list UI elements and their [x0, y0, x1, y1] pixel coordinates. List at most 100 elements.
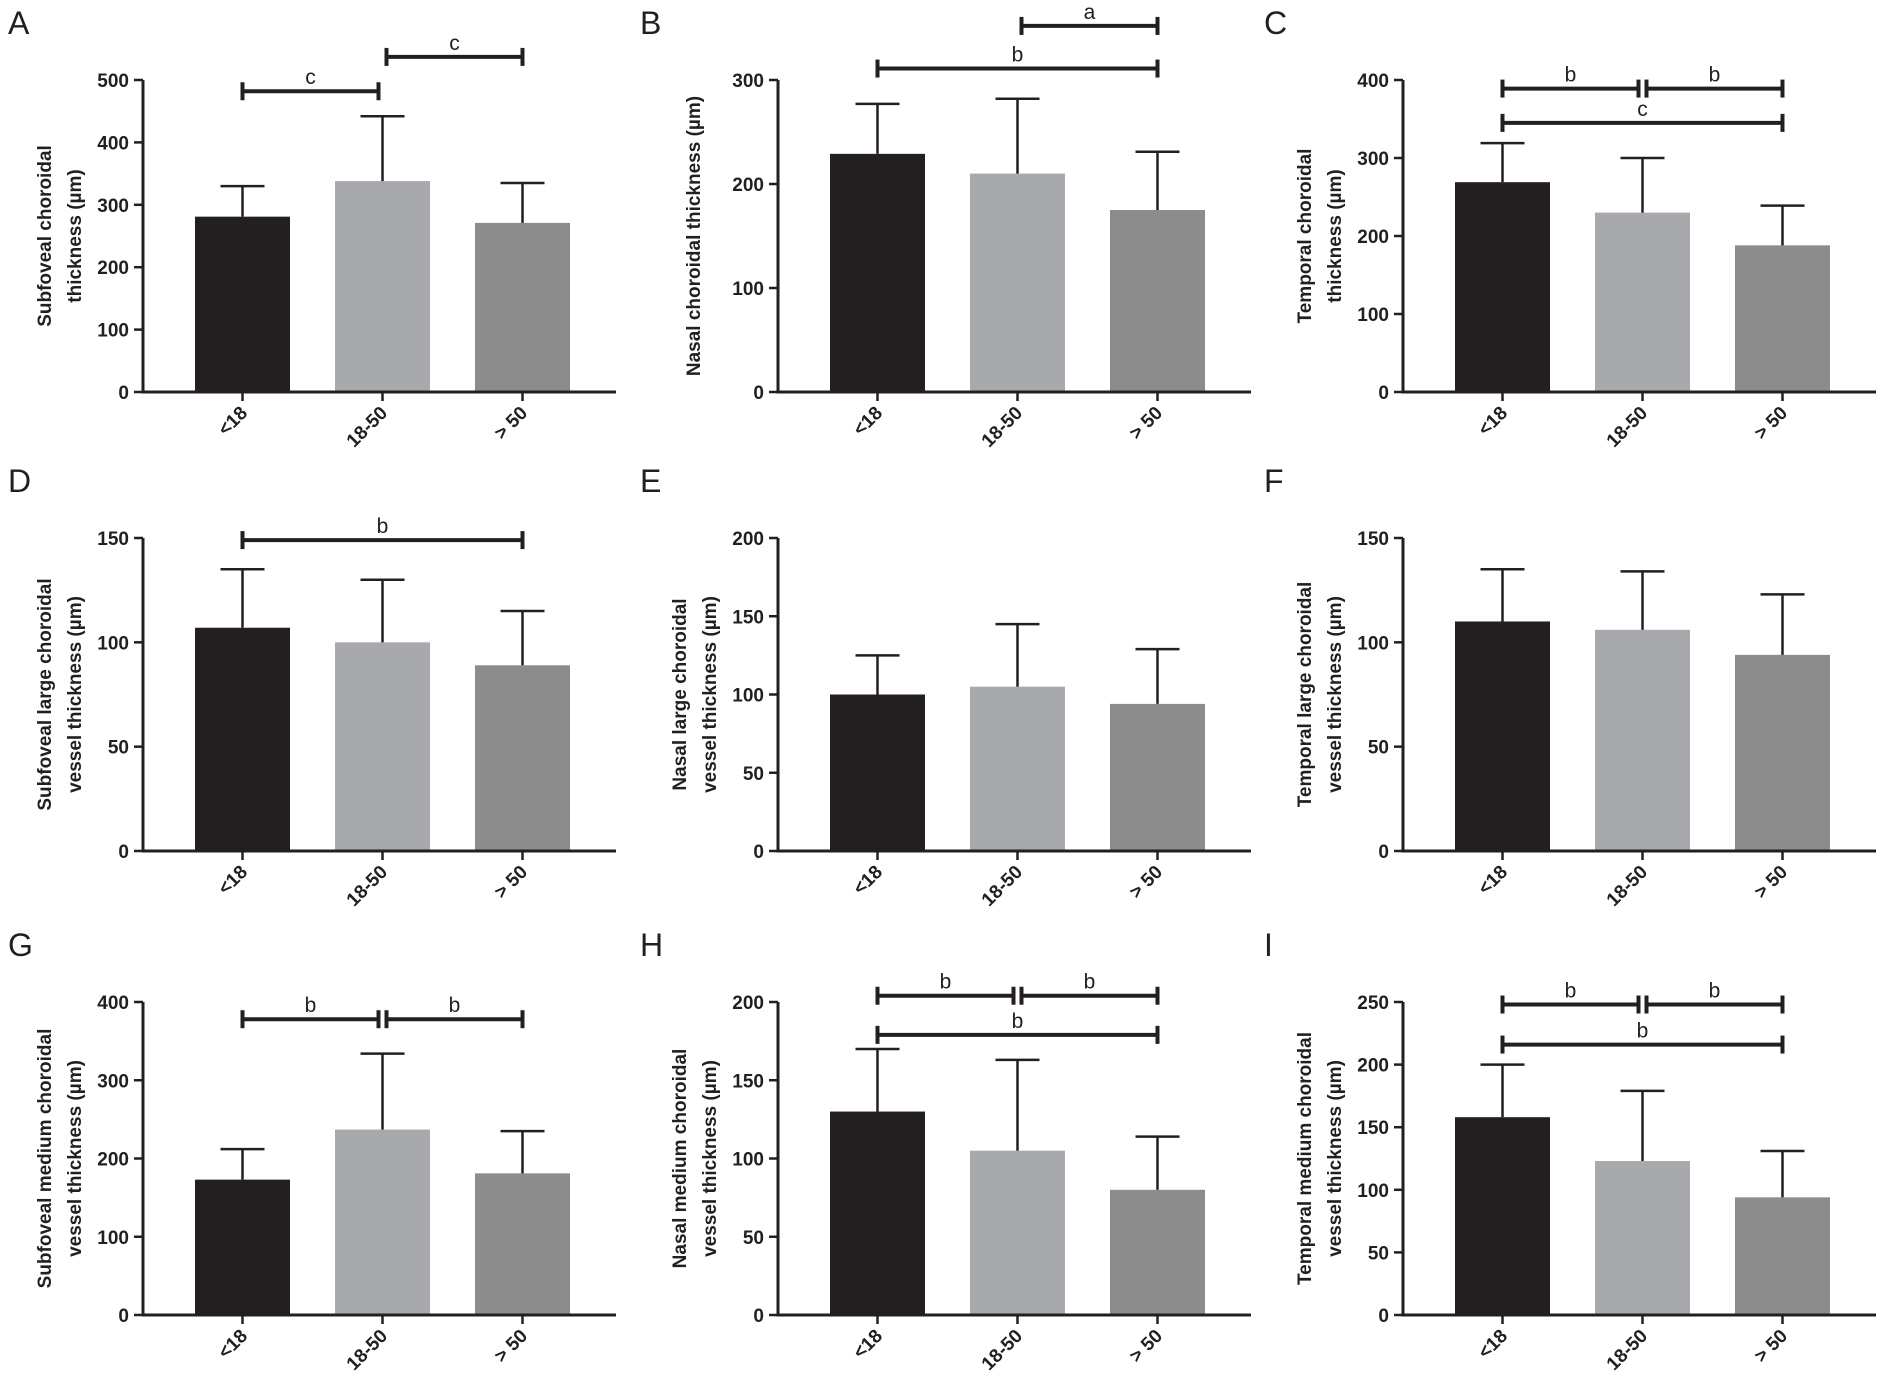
x-tick-label: <18 [849, 862, 887, 900]
bar-0 [1455, 621, 1550, 851]
bar-2 [1735, 1197, 1830, 1315]
bar-1 [970, 173, 1065, 392]
bar-1 [1595, 212, 1690, 392]
significance-label: b [1012, 1010, 1024, 1033]
y-tick-label: 100 [732, 1150, 764, 1171]
y-tick-label: 0 [753, 383, 764, 404]
significance-bracket: b [240, 515, 525, 550]
x-tick-label: <18 [1474, 1326, 1512, 1364]
x-tick-label: <18 [214, 403, 252, 441]
chart-panel-f: F 0 50 100 150 <18 18-50 > 50 Temporal large cho… [1264, 463, 1876, 911]
significance-label: b [940, 971, 952, 994]
y-tick-label: 400 [1357, 71, 1389, 92]
y-tick-label: 0 [118, 842, 129, 863]
error-bar-1 [1620, 156, 1665, 213]
y-tick-label: 0 [1378, 842, 1389, 863]
bar-2 [1735, 654, 1830, 851]
significance-bracket: c [240, 66, 381, 101]
x-tick-label: 18-50 [343, 1326, 392, 1375]
panel-letter: I [1264, 927, 1273, 963]
x-tick-label: <18 [214, 1326, 252, 1364]
bar-2 [475, 222, 570, 392]
y-tick-label: 300 [1357, 149, 1389, 170]
x-tick-label: <18 [1474, 403, 1512, 441]
y-axis-label: vessel thickness (µm) [1325, 596, 1346, 793]
bar-0 [195, 216, 290, 392]
error-bar-0 [1480, 568, 1525, 622]
x-tick-label: 18-50 [978, 403, 1027, 452]
y-tick-label: 150 [732, 1071, 764, 1092]
y-tick-label: 200 [732, 529, 764, 550]
error-bar-0 [220, 1147, 265, 1180]
y-tick-label: 150 [1357, 529, 1389, 550]
error-bar-0 [220, 184, 265, 217]
y-tick-label: 400 [97, 133, 129, 154]
y-tick-label: 0 [753, 842, 764, 863]
error-bar-2 [1135, 1135, 1180, 1190]
bar-0 [830, 153, 925, 392]
error-bar-1 [1620, 570, 1665, 630]
x-tick-label: > 50 [1751, 862, 1792, 903]
error-bar-1 [360, 578, 405, 643]
x-tick-label: 18-50 [343, 403, 392, 452]
y-tick-label: 100 [1357, 305, 1389, 326]
bar-2 [475, 665, 570, 851]
y-tick-label: 0 [1378, 1306, 1389, 1327]
significance-bracket: b [1019, 971, 1160, 1005]
chart-panel-i: I 0 50 100 150 200 250 <18 18-50 > 50 Temporal med… [1264, 927, 1876, 1375]
error-bar-1 [360, 114, 405, 182]
chart-panel-g: G 0 100 200 300 400 <18 18-50 > 50 Subfoveal medi… [8, 927, 616, 1375]
bar-0 [1455, 1117, 1550, 1315]
chart-panel-c: C 0 100 200 300 400 <18 18-50 > 50 Temporal choro… [1264, 5, 1876, 452]
y-axis-label: Subfoveal medium choroidal [35, 1029, 56, 1289]
bar-0 [830, 694, 925, 851]
error-bar-0 [855, 1047, 900, 1112]
y-tick-label: 50 [1368, 1243, 1389, 1264]
y-axis-label: vessel thickness (µm) [65, 596, 86, 793]
y-axis-label: Nasal medium choroidal [670, 1049, 691, 1269]
significance-label: b [1012, 44, 1024, 67]
error-bar-0 [1480, 141, 1525, 183]
x-tick-label: <18 [214, 862, 252, 900]
bar-2 [1110, 703, 1205, 851]
x-tick-label: > 50 [491, 1326, 532, 1367]
y-axis-label: thickness (µm) [65, 169, 86, 302]
panel-letter: C [1264, 5, 1287, 41]
error-bar-1 [1620, 1089, 1665, 1162]
bar-2 [1110, 1189, 1205, 1315]
significance-bracket: b [384, 994, 525, 1029]
x-tick-label: > 50 [491, 403, 532, 444]
x-tick-label: <18 [849, 1326, 887, 1364]
bar-1 [335, 181, 430, 392]
chart-panel-e: E 0 50 100 150 200 <18 18-50 > 50 Nasal large cho… [640, 463, 1251, 911]
y-tick-label: 100 [97, 1228, 129, 1249]
significance-bracket: b [1500, 64, 1641, 98]
panel-letter: D [8, 463, 31, 499]
chart-panel-d: D 0 50 100 150 <18 18-50 > 50 Subfoveal large ch… [8, 463, 616, 911]
error-bar-2 [1760, 204, 1805, 246]
y-tick-label: 400 [97, 993, 129, 1014]
y-axis-label: thickness (µm) [1325, 169, 1346, 302]
y-tick-label: 0 [753, 1306, 764, 1327]
x-tick-label: 18-50 [978, 862, 1027, 911]
y-axis-label: Temporal choroidal [1295, 149, 1316, 324]
y-tick-label: 300 [97, 196, 129, 217]
y-axis-label: Subfoveal choroidal [35, 145, 56, 327]
significance-label: b [1709, 64, 1721, 87]
y-axis-label: Subfoveal large choroidal [35, 578, 56, 810]
error-bar-2 [500, 609, 545, 666]
error-bar-2 [1760, 593, 1805, 655]
significance-label: b [1709, 980, 1721, 1003]
panel-letter: H [640, 927, 663, 963]
x-tick-label: <18 [1474, 862, 1512, 900]
chart-panel-b: B 0 100 200 300 <18 18-50 > 50 Nasal choroidal t… [640, 1, 1251, 452]
panel-letter: E [640, 463, 661, 499]
y-tick-label: 0 [118, 383, 129, 404]
panel-letter: A [8, 5, 30, 41]
error-bar-1 [360, 1052, 405, 1130]
y-tick-label: 100 [97, 321, 129, 342]
x-tick-label: > 50 [1751, 1326, 1792, 1367]
error-bar-0 [220, 568, 265, 628]
x-tick-label: 18-50 [1603, 1326, 1652, 1375]
y-tick-label: 150 [97, 529, 129, 550]
